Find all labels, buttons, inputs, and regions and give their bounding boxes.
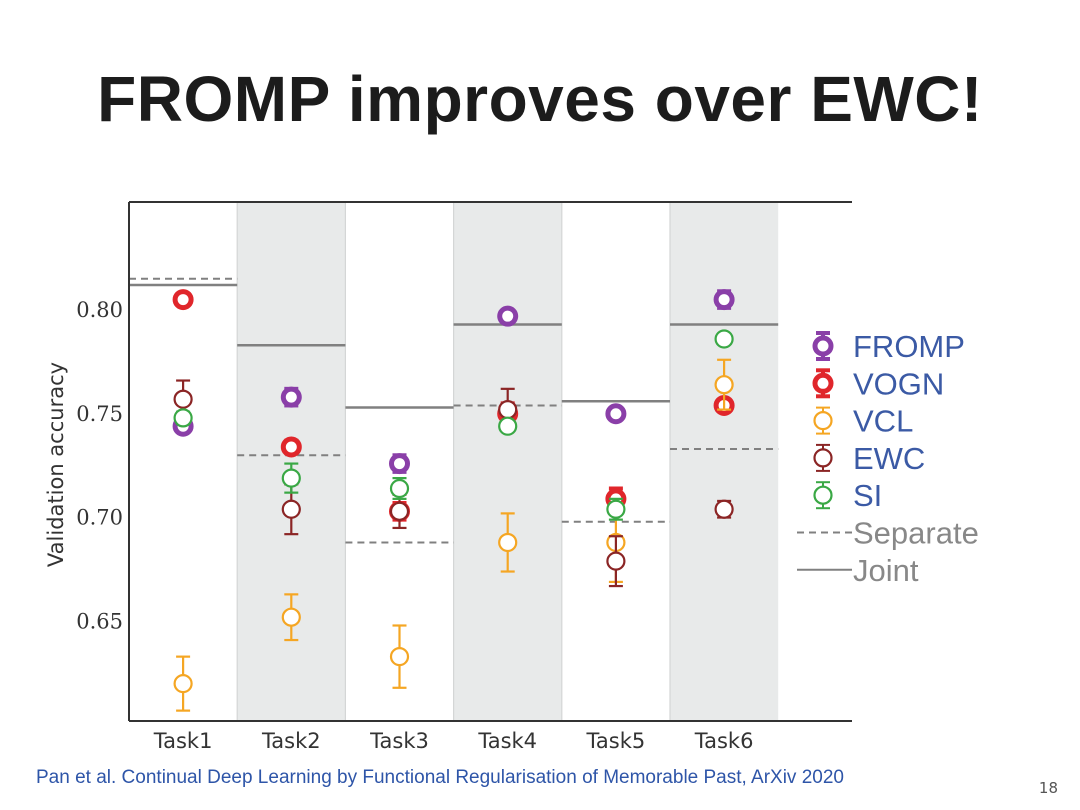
marker: [280, 436, 302, 458]
legend-label: VOGN: [853, 366, 944, 401]
y-tick-label: 0.80: [76, 298, 123, 322]
marker: [389, 453, 410, 475]
shade-task2: [237, 202, 346, 721]
x-tick-label: Task1: [153, 729, 213, 753]
point-vcl-task3: [389, 624, 410, 689]
data-marks: [172, 289, 735, 712]
marker: [173, 389, 193, 409]
legend-marker: [813, 411, 833, 431]
marker: [605, 403, 627, 425]
y-tick-label: 0.75: [76, 402, 123, 426]
y-axis-label: Validation accuracy: [44, 362, 68, 567]
y-tick-label: 0.65: [76, 609, 123, 633]
marker: [606, 499, 626, 519]
marker: [606, 551, 626, 571]
marker: [714, 499, 734, 519]
x-tick-label: Task6: [694, 729, 754, 753]
legend-label: VCL: [853, 404, 913, 439]
legend-item-ewc: EWC: [813, 441, 925, 476]
point-si-task1: [173, 408, 193, 428]
legend-marker: [812, 335, 834, 357]
marker: [498, 532, 518, 553]
x-tick-label: Task2: [261, 729, 321, 753]
marker: [498, 400, 518, 420]
point-vcl-task6: [714, 358, 734, 411]
point-fromp-task5: [605, 403, 627, 425]
x-tick-label: Task3: [369, 729, 429, 753]
marker: [714, 375, 734, 395]
legend-label: Separate: [853, 516, 979, 551]
page-number: 18: [1038, 779, 1058, 797]
marker: [173, 674, 193, 694]
shade-task6: [670, 202, 779, 721]
marker: [713, 289, 735, 311]
y-tick-label: 0.70: [76, 506, 123, 530]
point-fromp-task2: [280, 386, 302, 408]
legend-label: SI: [853, 478, 882, 513]
marker: [173, 408, 193, 428]
point-fromp-task4: [497, 305, 519, 327]
point-si-task2: [281, 462, 301, 494]
point-fromp-task3: [389, 453, 410, 475]
marker: [389, 478, 410, 499]
marker: [389, 647, 410, 667]
marker: [281, 468, 301, 488]
point-si-task6: [714, 329, 734, 349]
marker: [389, 501, 410, 521]
marker: [281, 499, 301, 519]
legend-marker: [812, 372, 834, 394]
legend-marker: [813, 485, 833, 505]
marker: [281, 607, 301, 627]
x-tick-label: Task4: [477, 729, 537, 753]
point-vcl-task1: [173, 655, 193, 712]
legend-item-fromp: FROMP: [812, 329, 965, 364]
point-si-task5: [606, 497, 626, 521]
legend-label: FROMP: [853, 329, 965, 364]
point-vogn-task2: [280, 436, 302, 458]
legend-label: EWC: [853, 441, 925, 476]
point-si-task4: [498, 416, 518, 436]
point-fromp-task6: [713, 289, 735, 311]
citation: Pan et al. Continual Deep Learning by Fu…: [36, 767, 844, 788]
legend-marker: [813, 448, 833, 468]
point-vcl-task2: [281, 593, 301, 642]
marker: [172, 289, 194, 311]
point-si-task3: [389, 477, 410, 500]
marker: [714, 329, 734, 349]
point-vogn-task1: [172, 289, 194, 311]
marker: [497, 305, 519, 327]
legend-label: Joint: [853, 553, 919, 588]
x-tick-label: Task5: [586, 729, 646, 753]
shade-task4: [453, 202, 562, 721]
legend-item-joint: Joint: [797, 553, 919, 588]
shaded-task-bands: [237, 202, 779, 721]
legend-item-vcl: VCL: [813, 404, 913, 439]
axes: 0.65 0.70 0.75 0.80 Task1 Task2 Task3 Task4 Task…: [44, 201, 852, 753]
point-ewc-task5: [606, 535, 626, 588]
point-ewc-task6: [714, 499, 734, 519]
task-dividers: [236, 202, 671, 721]
marker: [280, 386, 302, 408]
point-ewc-task1: [173, 379, 193, 420]
legend-item-vogn: VOGN: [812, 366, 944, 401]
slide-title: FROMP improves over EWC!: [97, 63, 983, 135]
marker: [498, 416, 518, 436]
legend-item-si: SI: [813, 478, 882, 513]
point-vcl-task4: [498, 512, 518, 573]
legend-item-separate: Separate: [797, 516, 979, 551]
